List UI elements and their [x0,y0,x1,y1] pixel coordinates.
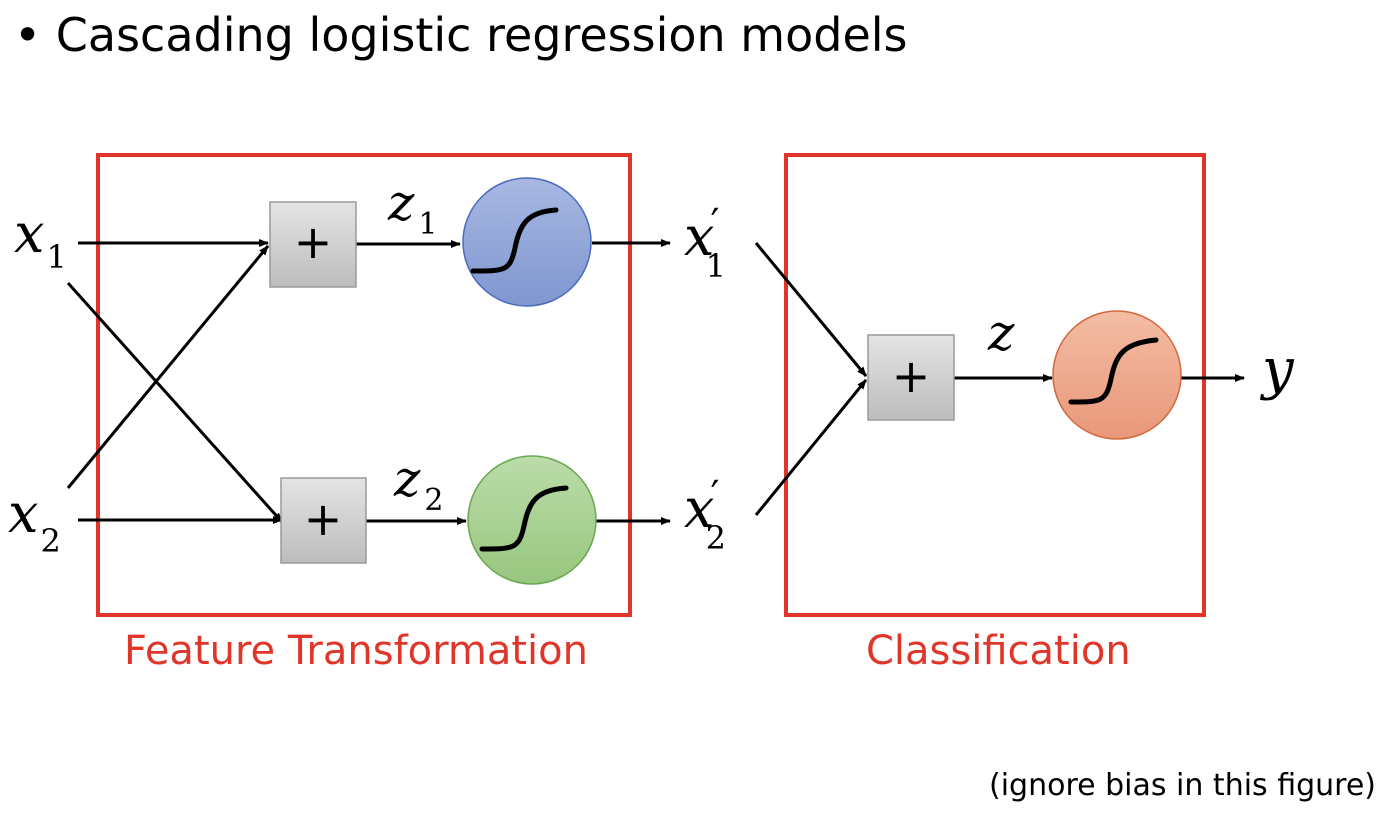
edge-x2p-sum3 [754,379,868,516]
edge-x1-sum2 [66,281,284,524]
sum-box-2: + [280,477,367,564]
classification-label: Classification [866,628,1131,674]
sigmoid-icon [1068,337,1159,405]
sum-box-3: + [867,334,955,421]
label-z: z [987,304,1015,362]
sigmoid-icon [470,207,559,274]
edge-x1p-sum3 [754,242,868,377]
slide-title: • Cascading logistic regression models [14,8,908,62]
edge-x2-sum1 [66,245,270,489]
sum-box-1: + [269,201,357,288]
feature-transformation-label: Feature Transformation [124,628,588,674]
sum-symbol-2: + [304,492,343,546]
sum-symbol-1: + [294,215,333,269]
sigmoid-icon [479,485,569,552]
label-x1-prime: x′ 1 [684,201,726,285]
sum-symbol-3: + [892,349,931,403]
sigmoid-neuron-blue [462,177,592,307]
label-x2-prime: x′ 2 [684,473,726,557]
label-x1: x1 [14,202,67,276]
label-y: y [1259,337,1295,402]
label-x2: x2 [8,482,61,560]
footnote: (ignore bias in this figure) [989,768,1376,803]
sigmoid-neuron-orange [1052,310,1182,440]
classification-frame [784,153,1206,617]
sigmoid-neuron-green [467,455,597,585]
feature-transformation-frame [96,153,632,617]
